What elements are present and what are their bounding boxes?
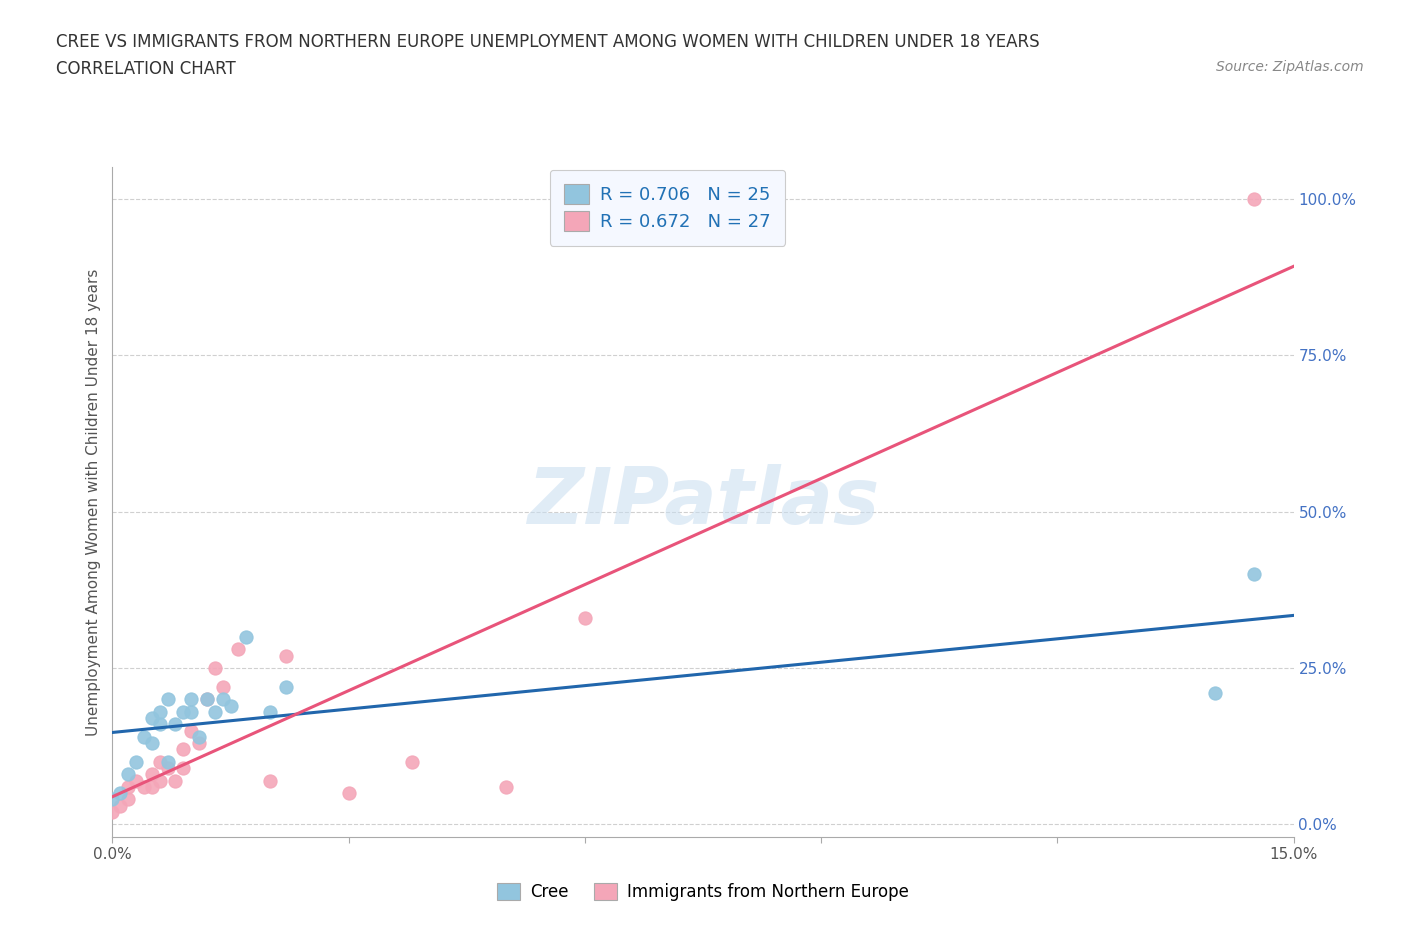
Text: CORRELATION CHART: CORRELATION CHART — [56, 60, 236, 78]
Point — [1243, 566, 1265, 581]
Point — [188, 729, 211, 744]
Point — [180, 724, 202, 738]
Point — [165, 773, 187, 788]
Point — [165, 717, 187, 732]
Point — [117, 792, 139, 807]
Point — [204, 660, 226, 675]
Point — [1204, 685, 1226, 700]
Point — [195, 692, 218, 707]
Point — [110, 786, 132, 801]
Point — [101, 804, 124, 819]
Text: ZIPatlas: ZIPatlas — [527, 464, 879, 540]
Point — [141, 767, 163, 782]
Point — [156, 761, 179, 776]
Point — [211, 680, 233, 695]
Point — [141, 711, 163, 725]
Y-axis label: Unemployment Among Women with Children Under 18 years: Unemployment Among Women with Children U… — [86, 269, 101, 736]
Point — [149, 704, 172, 719]
Legend: R = 0.706   N = 25, R = 0.672   N = 27: R = 0.706 N = 25, R = 0.672 N = 27 — [550, 170, 786, 246]
Point — [132, 729, 155, 744]
Point — [259, 704, 281, 719]
Point — [149, 717, 172, 732]
Point — [180, 692, 202, 707]
Point — [110, 798, 132, 813]
Point — [125, 773, 148, 788]
Point — [1243, 192, 1265, 206]
Point — [401, 754, 423, 769]
Text: CREE VS IMMIGRANTS FROM NORTHERN EUROPE UNEMPLOYMENT AMONG WOMEN WITH CHILDREN U: CREE VS IMMIGRANTS FROM NORTHERN EUROPE … — [56, 33, 1040, 50]
Point — [211, 692, 233, 707]
Point — [172, 704, 194, 719]
Legend: Cree, Immigrants from Northern Europe: Cree, Immigrants from Northern Europe — [491, 876, 915, 908]
Point — [156, 754, 179, 769]
Point — [149, 773, 172, 788]
Point — [259, 773, 281, 788]
Text: Source: ZipAtlas.com: Source: ZipAtlas.com — [1216, 60, 1364, 74]
Point — [172, 742, 194, 757]
Point — [274, 648, 297, 663]
Point — [235, 630, 257, 644]
Point — [574, 610, 596, 625]
Point — [156, 692, 179, 707]
Point — [172, 761, 194, 776]
Point — [219, 698, 242, 713]
Point — [101, 792, 124, 807]
Point — [141, 779, 163, 794]
Point — [117, 767, 139, 782]
Point — [195, 692, 218, 707]
Point — [141, 736, 163, 751]
Point — [204, 704, 226, 719]
Point — [125, 754, 148, 769]
Point — [117, 779, 139, 794]
Point — [274, 680, 297, 695]
Point — [495, 779, 517, 794]
Point — [132, 779, 155, 794]
Point — [337, 786, 360, 801]
Point — [149, 754, 172, 769]
Point — [180, 704, 202, 719]
Point — [188, 736, 211, 751]
Point — [228, 642, 250, 657]
